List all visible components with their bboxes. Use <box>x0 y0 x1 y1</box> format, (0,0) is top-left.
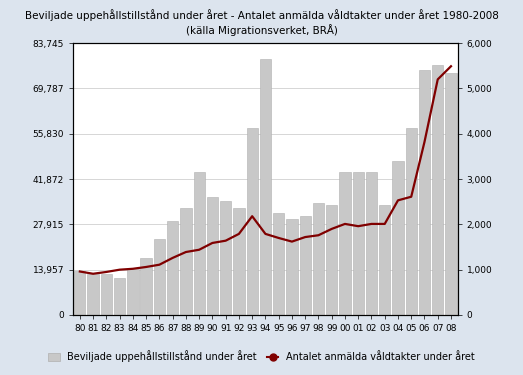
Bar <box>74 272 85 315</box>
Bar <box>141 258 152 315</box>
Bar <box>339 172 350 315</box>
Bar <box>353 172 364 315</box>
Bar <box>180 208 191 315</box>
Bar <box>286 219 298 315</box>
Bar <box>167 221 178 315</box>
Bar <box>220 201 231 315</box>
Text: (källa Migrationsverket, BRÅ): (källa Migrationsverket, BRÅ) <box>186 24 337 36</box>
Bar <box>446 73 457 315</box>
Bar <box>379 205 390 315</box>
Bar <box>207 196 218 315</box>
Text: Beviljade uppehållstillstånd under året - Antalet anmälda våldtakter under året : Beviljade uppehållstillstånd under året … <box>25 9 498 21</box>
Bar <box>114 278 125 315</box>
Bar <box>392 161 404 315</box>
Bar <box>300 216 311 315</box>
Bar <box>419 70 430 315</box>
Bar <box>273 213 285 315</box>
Bar <box>233 208 245 315</box>
Bar <box>194 172 205 315</box>
Bar <box>154 239 165 315</box>
Bar <box>246 128 258 315</box>
Bar <box>87 274 99 315</box>
Bar <box>326 205 337 315</box>
Bar <box>101 274 112 315</box>
Bar <box>432 65 444 315</box>
Legend: Beviljade uppehållstillstånd under året, Antalet anmälda våldtakter under året: Beviljade uppehållstillstånd under året,… <box>44 347 479 366</box>
Bar <box>313 203 324 315</box>
Bar <box>406 128 417 315</box>
Bar <box>127 269 139 315</box>
Bar <box>366 172 377 315</box>
Bar <box>260 58 271 315</box>
